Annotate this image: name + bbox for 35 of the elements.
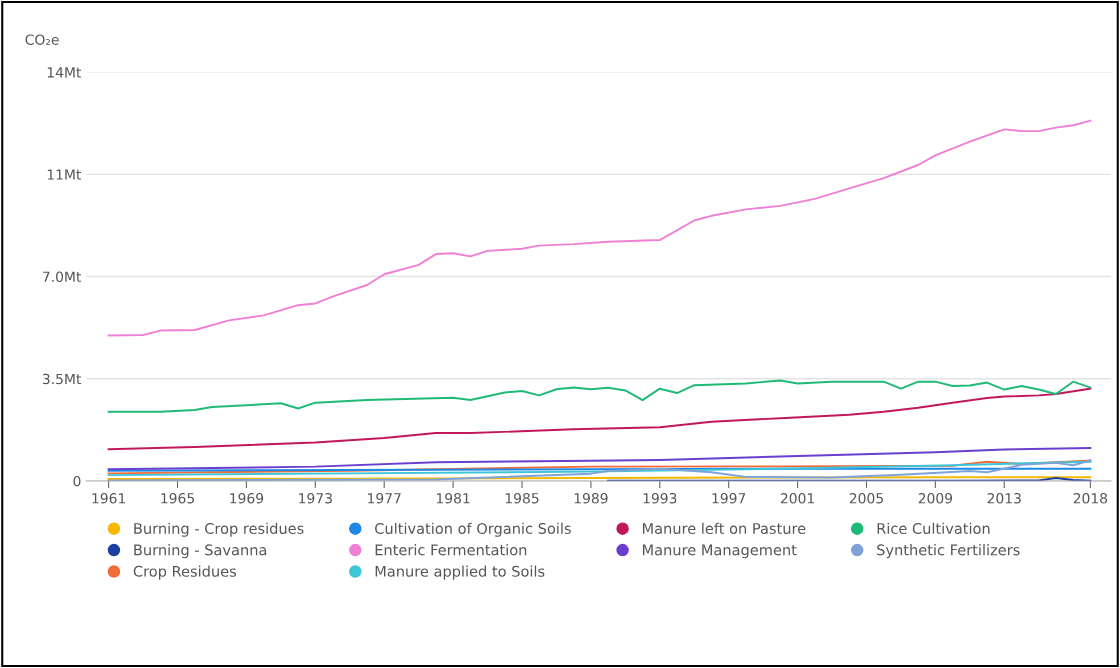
line-series (107, 446, 1092, 471)
x-tick-label: 1993 (643, 493, 677, 504)
y-tick-label: 0 (73, 475, 81, 487)
x-tick-label: 2013 (987, 493, 1021, 504)
legend-label: Burning - Crop residues (134, 522, 304, 537)
legend-label: Rice Cultivation (877, 522, 990, 534)
y-tick-label: 14Mt (47, 67, 82, 78)
legend-label: Synthetic Fertilizers (877, 544, 1020, 559)
legend-label: Burning - Savanna (134, 544, 267, 559)
x-tick-label: 1961 (92, 493, 126, 504)
x-tick-label: 2009 (918, 493, 953, 504)
line-series (107, 387, 1092, 451)
legend-label: Manure applied to Soils (375, 565, 545, 580)
x-tick-label: 1977 (368, 493, 401, 504)
y-tick-label: 11Mt (47, 169, 82, 180)
x-tick-label: 2018 (1073, 493, 1108, 504)
y-tick-label: 3.5Mt (42, 373, 82, 385)
y-axis-title: CO₂e (25, 34, 59, 45)
legend-label: Crop Residues (133, 565, 237, 580)
legend-label: Manure Management (642, 544, 797, 559)
x-tick-label: 1985 (505, 493, 539, 504)
legend-label: Cultivation of Organic Soils (375, 522, 571, 537)
legend-label: Manure left on Pasture (642, 522, 806, 534)
x-tick-label: 1997 (712, 493, 746, 504)
x-tick-label: 1973 (299, 493, 332, 504)
x-tick-label: 1969 (230, 493, 264, 504)
x-tick-label: 2001 (780, 493, 814, 504)
x-tick-label: 1981 (436, 493, 470, 504)
legend-label: Enteric Fermentation (375, 544, 527, 556)
x-tick-label: 2005 (849, 493, 883, 504)
y-tick-label: 7.0Mt (43, 271, 82, 283)
x-tick-label: 1989 (574, 493, 608, 504)
line-series (107, 379, 1092, 413)
x-tick-label: 1965 (161, 493, 194, 504)
line-series (107, 119, 1092, 337)
